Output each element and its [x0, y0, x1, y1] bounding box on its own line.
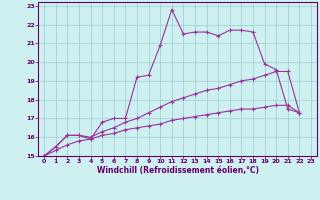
X-axis label: Windchill (Refroidissement éolien,°C): Windchill (Refroidissement éolien,°C) [97, 166, 259, 175]
